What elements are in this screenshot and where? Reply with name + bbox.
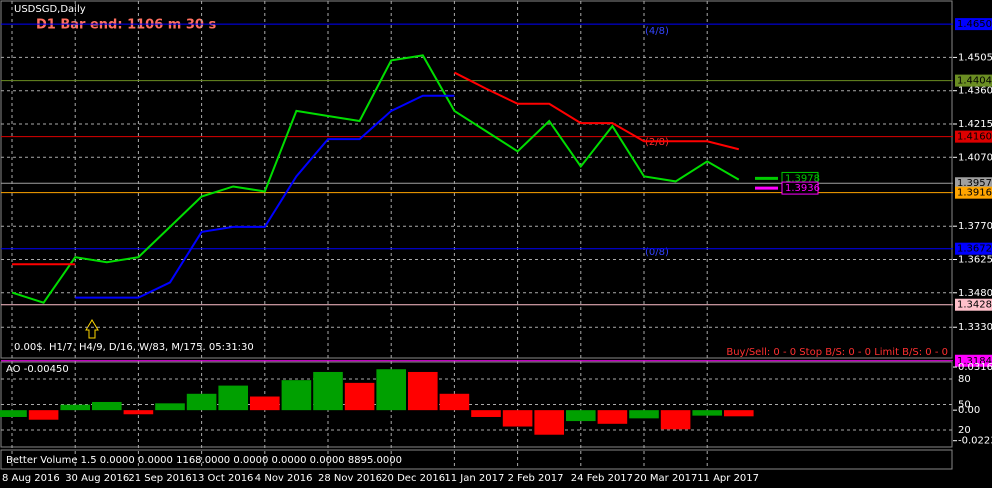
level-label: 1.3672 xyxy=(957,244,992,255)
ao-tick-label: -0.02238 xyxy=(958,436,992,447)
ao-bar xyxy=(566,410,596,422)
level-label-box xyxy=(955,74,992,87)
level-label-box xyxy=(955,298,992,311)
arrow-icon xyxy=(85,319,99,339)
x-tick-label: 13 Oct 2016 xyxy=(192,473,254,484)
x-tick-label: 11 Jan 2017 xyxy=(444,473,504,484)
ao-bar xyxy=(502,410,533,427)
x-tick-label: 30 Aug 2016 xyxy=(65,473,129,484)
x-tick-label: 4 Nov 2016 xyxy=(255,473,313,484)
bar-timer: D1 Bar end: 1106 m 30 s xyxy=(36,18,216,33)
ao-bar xyxy=(439,393,470,411)
ao-bar xyxy=(534,410,564,435)
y-tick-label: 1.4360 xyxy=(958,86,992,97)
octave-label: (4/8) xyxy=(645,26,669,37)
ao-bar xyxy=(692,410,722,416)
x-tick-label: 24 Feb 2017 xyxy=(571,473,633,484)
ao-bar xyxy=(597,410,628,424)
orders-text: Buy/Sell: 0 - 0 Stop B/S: 0 - 0 Limit B/… xyxy=(726,347,948,358)
ao-bar xyxy=(660,410,691,430)
ao-bar xyxy=(60,404,90,411)
series-line xyxy=(12,71,740,266)
y-tick-label: 1.4505 xyxy=(958,52,992,63)
volume-frame xyxy=(0,449,953,470)
stoch-level-label: 50 xyxy=(958,400,971,411)
level-label-box xyxy=(955,186,992,199)
ao-bar xyxy=(250,396,280,411)
y-tick-label: 1.3770 xyxy=(958,221,992,232)
y-tick-label: 1.3480 xyxy=(958,288,992,299)
level-label: 1.3957 xyxy=(957,178,992,189)
x-tick-label: 2 Feb 2017 xyxy=(508,473,564,484)
y-tick-label: 1.3330 xyxy=(958,322,992,333)
ao-bar xyxy=(376,369,406,411)
level-label: 1.4160 xyxy=(957,132,992,143)
octave-label: (2/8) xyxy=(645,137,669,148)
level-label-box xyxy=(955,130,992,143)
ao-bar xyxy=(629,410,659,419)
stoch-level-label: 80 xyxy=(958,374,971,385)
marker-box xyxy=(781,181,819,195)
main-frame xyxy=(0,0,953,359)
ao-title: AO -0.00450 xyxy=(6,364,69,375)
octave-label: (0/8) xyxy=(645,247,669,258)
x-tick-label: 8 Aug 2016 xyxy=(2,473,60,484)
x-tick-label: 28 Nov 2016 xyxy=(318,473,382,484)
ao-bar xyxy=(724,410,754,417)
level-label: 1.3184 xyxy=(957,356,992,367)
ao-tick-label: 0.03161 xyxy=(958,362,992,373)
ao-bar xyxy=(28,410,59,420)
x-tick-label: 20 Dec 2016 xyxy=(381,473,445,484)
ao-bar xyxy=(123,410,154,415)
series-line xyxy=(75,94,455,299)
ao-bar xyxy=(313,371,343,411)
x-tick-label: 11 Apr 2017 xyxy=(697,473,759,484)
ao-bar xyxy=(471,410,501,417)
marker-label: 1.3936 xyxy=(785,183,820,194)
volume-title: Better Volume 1.5 0.0000 0.0000 1168.000… xyxy=(6,455,402,466)
ao-bar xyxy=(92,401,122,411)
level-label: 1.4650 xyxy=(957,19,992,30)
series-line xyxy=(11,54,740,304)
ao-bar xyxy=(186,393,217,411)
ao-bar xyxy=(408,371,438,411)
x-tick-label: 21 Sep 2016 xyxy=(128,473,191,484)
level-label-box xyxy=(955,18,992,31)
ao-bar xyxy=(344,382,375,411)
level-label: 1.4404 xyxy=(957,76,992,87)
level-label-box xyxy=(955,177,992,190)
y-tick-label: 1.4215 xyxy=(958,119,992,130)
ao-bar xyxy=(218,385,248,411)
y-tick-label: 1.3625 xyxy=(958,254,992,265)
level-label-box xyxy=(955,354,992,367)
marker-label: 1.3978 xyxy=(785,173,820,184)
ao-tick-label: 0.00 xyxy=(958,405,980,416)
info-text: 0.00$. H1/7, H4/9, D/16, W/83, M/175. 05… xyxy=(14,342,254,353)
chart-title: USDSGD,Daily xyxy=(14,4,86,15)
level-label-box xyxy=(955,242,992,255)
ao-bar xyxy=(0,410,27,417)
ao-bar xyxy=(281,380,312,411)
x-tick-label: 20 Mar 2017 xyxy=(634,473,697,484)
ao-bar xyxy=(155,403,185,411)
y-tick-label: 1.4070 xyxy=(958,152,992,163)
level-label: 1.3428 xyxy=(957,300,992,311)
level-label: 1.3916 xyxy=(957,188,992,199)
stoch-level-label: 20 xyxy=(958,425,971,436)
